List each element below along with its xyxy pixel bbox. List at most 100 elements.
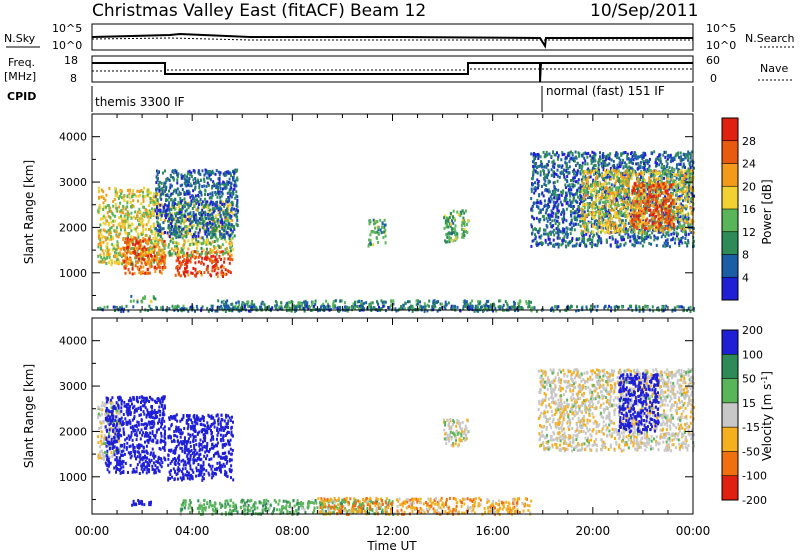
power-cell-7-2097 <box>559 171 562 175</box>
power-cell-3-316 <box>175 207 177 210</box>
power-cell-2-48 <box>185 264 188 268</box>
power-cell-0-524 <box>153 227 156 231</box>
power-cell-0-591 <box>132 215 135 219</box>
power-cell-4-739 <box>186 217 189 221</box>
power-cell-0-325 <box>102 228 105 232</box>
power-cell-6-89 <box>467 218 469 222</box>
power-cell-5-32 <box>383 226 386 230</box>
power-cell-6-18 <box>461 235 464 239</box>
power-cell-0-792 <box>152 224 155 228</box>
power-cell-4-70 <box>154 209 157 213</box>
power-cell-0-63 <box>108 255 111 259</box>
power-cell-8-225 <box>629 217 632 221</box>
power-cell-1-169 <box>151 257 154 261</box>
power-cell-4-804 <box>210 173 212 176</box>
power-cell-7-2581 <box>562 215 565 219</box>
power-cell-7-1922 <box>669 153 672 157</box>
power-cell-7-2551 <box>677 232 679 236</box>
power-cell-4-283 <box>198 203 200 206</box>
power-cell-7-2092 <box>592 180 594 184</box>
power-cell-0-271 <box>124 212 127 216</box>
power-cell-7-1811 <box>546 176 549 180</box>
power-cell-8-237 <box>650 198 653 202</box>
power-cell-0-117 <box>102 190 105 194</box>
power-cell-4-301 <box>230 214 233 218</box>
power-cell-4-618 <box>174 168 177 172</box>
power-cell-4-558 <box>192 194 194 198</box>
power-cell-7-970 <box>542 194 545 198</box>
power-cell-8-405 <box>616 205 619 209</box>
power-cell-3-323 <box>192 200 195 204</box>
power-cell-7-1299 <box>541 165 543 169</box>
power-cell-4-271 <box>229 181 232 185</box>
power-cell-4-569 <box>217 170 220 174</box>
power-cell-0-675 <box>163 192 166 196</box>
power-cell-7-1459 <box>586 238 589 242</box>
power-cell-4-693 <box>158 188 161 192</box>
power-cell-7-668 <box>624 241 627 245</box>
power-cell-4-624 <box>205 202 207 206</box>
power-cell-0-456 <box>116 240 119 244</box>
power-cell-8-850 <box>614 203 617 206</box>
power-cell-7-1904 <box>633 191 636 195</box>
power-cell-0-217 <box>137 232 139 236</box>
power-cell-7-1206 <box>552 243 555 247</box>
power-cell-1-106 <box>157 250 160 254</box>
power-cell-7-770 <box>553 175 556 179</box>
power-cell-4-815 <box>156 228 159 232</box>
power-cell-0-825 <box>129 200 132 204</box>
power-cell-7-1141 <box>557 233 560 237</box>
power-cell-7-1249 <box>612 159 615 163</box>
power-cell-4-910 <box>227 182 229 186</box>
power-cell-8-468 <box>643 187 646 191</box>
power-cell-7-2562 <box>624 227 627 231</box>
power-cell-4-175 <box>178 190 181 194</box>
power-cell-7-1080 <box>568 198 571 202</box>
power-cell-8-755 <box>614 214 617 218</box>
power-cell-0-678 <box>105 205 107 209</box>
power-cell-8-922 <box>590 220 593 224</box>
power-cell-4-443 <box>221 190 223 194</box>
power-cell-3-500 <box>200 252 203 256</box>
power-cell-4-26 <box>184 201 187 205</box>
power-cell-7-2383 <box>604 164 607 168</box>
power-cell-7-2177 <box>566 235 569 239</box>
power-cell-7-341 <box>588 202 591 206</box>
power-cell-0-618 <box>141 218 144 222</box>
power-cell-4-433 <box>226 231 229 235</box>
power-cell-4-476 <box>213 207 216 211</box>
power-cell-7-936 <box>590 159 593 162</box>
power-cell-0-711 <box>103 260 106 264</box>
power-cell-1-107 <box>163 251 165 255</box>
power-cell-7-1412 <box>565 207 568 211</box>
power-cell-7-90 <box>530 244 533 248</box>
power-cell-0-583 <box>119 253 122 257</box>
power-cell-7-2246 <box>650 203 652 207</box>
power-cell-7-1893 <box>591 166 594 170</box>
power-cell-7-829 <box>619 223 622 227</box>
power-cell-7-1632 <box>547 170 550 174</box>
power-cell-0-443 <box>151 246 154 250</box>
power-cell-4-298 <box>208 220 211 224</box>
power-cell-8-847 <box>598 197 601 201</box>
power-cell-3-473 <box>216 249 219 253</box>
power-cell-6-71 <box>461 227 464 231</box>
power-cell-4-613 <box>218 181 221 185</box>
power-cell-8-138 <box>609 177 612 181</box>
power-cell-7-2351 <box>615 198 618 202</box>
power-cell-7-1085 <box>570 221 573 225</box>
power-cell-7-1344 <box>559 200 562 204</box>
power-cell-7-793 <box>629 208 632 212</box>
power-cell-8-427 <box>593 173 595 176</box>
power-cell-4-797 <box>184 180 187 184</box>
power-cell-7-1073 <box>620 162 623 166</box>
power-cell-8-513 <box>587 228 590 232</box>
power-cell-2-86 <box>222 271 224 275</box>
power-cell-4-479 <box>172 178 175 182</box>
power-cell-1-194 <box>159 270 162 274</box>
power-cell-4-100 <box>224 171 227 175</box>
power-cell-7-1912 <box>608 157 611 161</box>
power-cell-8-700 <box>619 199 622 202</box>
power-cell-4-107 <box>229 194 232 197</box>
power-cell-8-295 <box>673 202 676 206</box>
